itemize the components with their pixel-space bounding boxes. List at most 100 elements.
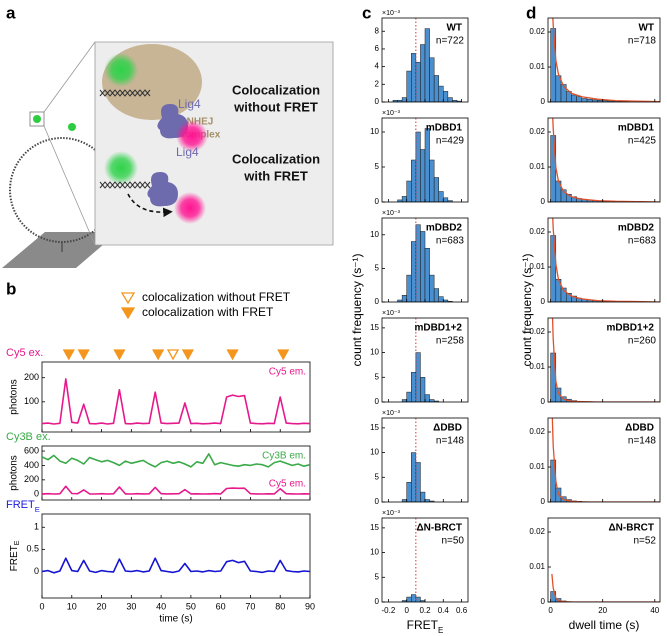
fit-curve: [552, 218, 660, 302]
bar: [401, 196, 407, 202]
plot-frame: [547, 317, 661, 403]
y-tick-label: 0: [375, 97, 380, 106]
y-tick-label: 0: [375, 297, 380, 306]
axis-multiplier: ×10⁻³: [382, 10, 401, 17]
dna: [99, 181, 151, 189]
legend-label: colocalization with FRET: [142, 305, 274, 319]
event-marker: [166, 349, 180, 361]
bar: [424, 247, 430, 302]
y-tick-label: 200: [24, 474, 39, 484]
y-tick-label: 0.01: [529, 562, 545, 571]
complex-label: NHEJ: [187, 117, 214, 128]
y-tick-label: 5: [375, 372, 380, 381]
bar: [406, 391, 412, 402]
bar: [406, 70, 412, 102]
panel-title: mDBD1: [618, 123, 655, 134]
bar: [443, 197, 449, 202]
fit-curve: [552, 18, 660, 102]
n-label: n=148: [628, 436, 657, 447]
y-tick-label: 6: [375, 44, 380, 53]
n-label: n=429: [436, 136, 465, 147]
bar: [411, 159, 417, 202]
surface: [2, 232, 118, 268]
y-tick-label: 15: [370, 523, 379, 532]
y-tick-label: 10: [370, 348, 379, 357]
axis-multiplier: ×10⁻³: [382, 310, 401, 317]
event-marker: [181, 349, 195, 361]
state-label: Colocalization: [232, 82, 320, 97]
y-tick-label: 100: [24, 396, 39, 406]
x-tick-label: 10: [67, 601, 77, 611]
bar: [438, 191, 444, 202]
x-tick-label: 60: [216, 601, 226, 611]
event-marker: [113, 349, 126, 361]
x-tick-label: 0: [404, 606, 409, 615]
bar: [424, 394, 430, 402]
bar: [420, 149, 426, 202]
x-tick-label: 30: [126, 601, 136, 611]
panel-letter: a: [6, 3, 16, 22]
bar: [447, 200, 453, 202]
zoom-line: [43, 125, 96, 246]
y-tick-label: 200: [24, 372, 39, 382]
y-tick-label: 0: [541, 497, 546, 506]
bar: [433, 400, 439, 402]
bar: [420, 231, 426, 302]
y-tick-label: 0: [541, 597, 546, 606]
bar: [406, 481, 412, 502]
y-tick-label: 0.02: [529, 527, 545, 536]
y-tick-label: 0.02: [529, 327, 545, 336]
plot-frame: [41, 445, 311, 501]
axis-multiplier: ×10⁻³: [382, 110, 401, 117]
trace: [42, 557, 310, 574]
bar: [433, 288, 439, 302]
bar: [429, 500, 435, 502]
fit-curve: [551, 573, 660, 602]
bar: [420, 44, 426, 102]
bar: [411, 594, 417, 602]
trace: [42, 378, 310, 425]
event-marker: [226, 349, 239, 361]
y-tick-label: 15: [370, 423, 379, 432]
bar: [401, 97, 407, 102]
y-tick-label: 8: [375, 26, 380, 35]
bar: [429, 57, 435, 102]
n-label: n=260: [628, 336, 657, 347]
y-axis-label: photons: [9, 379, 20, 415]
acceptor-dye: [174, 192, 206, 224]
state-label: without FRET: [233, 99, 318, 114]
lig4: [147, 172, 178, 207]
bar: [406, 274, 412, 302]
event-marker: [62, 349, 75, 361]
bar: [401, 295, 407, 302]
bar: [415, 224, 421, 302]
bar: [438, 85, 444, 102]
panel-title: ΔDBD: [625, 423, 654, 434]
fit-curve: [551, 318, 660, 402]
panel-title: ΔN-BRCT: [608, 523, 654, 534]
label-text: FRET: [9, 545, 20, 571]
panel-title: ΔDBD: [433, 423, 462, 434]
donor-dye: [104, 53, 138, 87]
y-tick-label: 0: [375, 597, 380, 606]
label-text: FRET: [407, 618, 439, 632]
bar: [406, 596, 412, 602]
y-tick-label: 0.01: [529, 162, 545, 171]
trace: [42, 453, 310, 468]
donor-dye: [104, 151, 138, 185]
y-tick-label: 10: [370, 230, 379, 239]
y-tick-label: 2: [375, 79, 380, 88]
fit-curve: [551, 418, 660, 502]
x-tick-label: 40: [156, 601, 166, 611]
y-tick-label: 5: [375, 572, 380, 581]
plot-frame: [547, 117, 661, 203]
bar: [586, 98, 593, 102]
y-tick-label: 0.02: [529, 227, 545, 236]
plot-frame: [41, 513, 311, 599]
bar: [429, 159, 435, 202]
y-tick-label: 0: [541, 97, 546, 106]
y-tick-label: 0: [375, 497, 380, 506]
panel-title: mDBD2: [618, 223, 655, 234]
y-tick-label: 10: [370, 448, 379, 457]
